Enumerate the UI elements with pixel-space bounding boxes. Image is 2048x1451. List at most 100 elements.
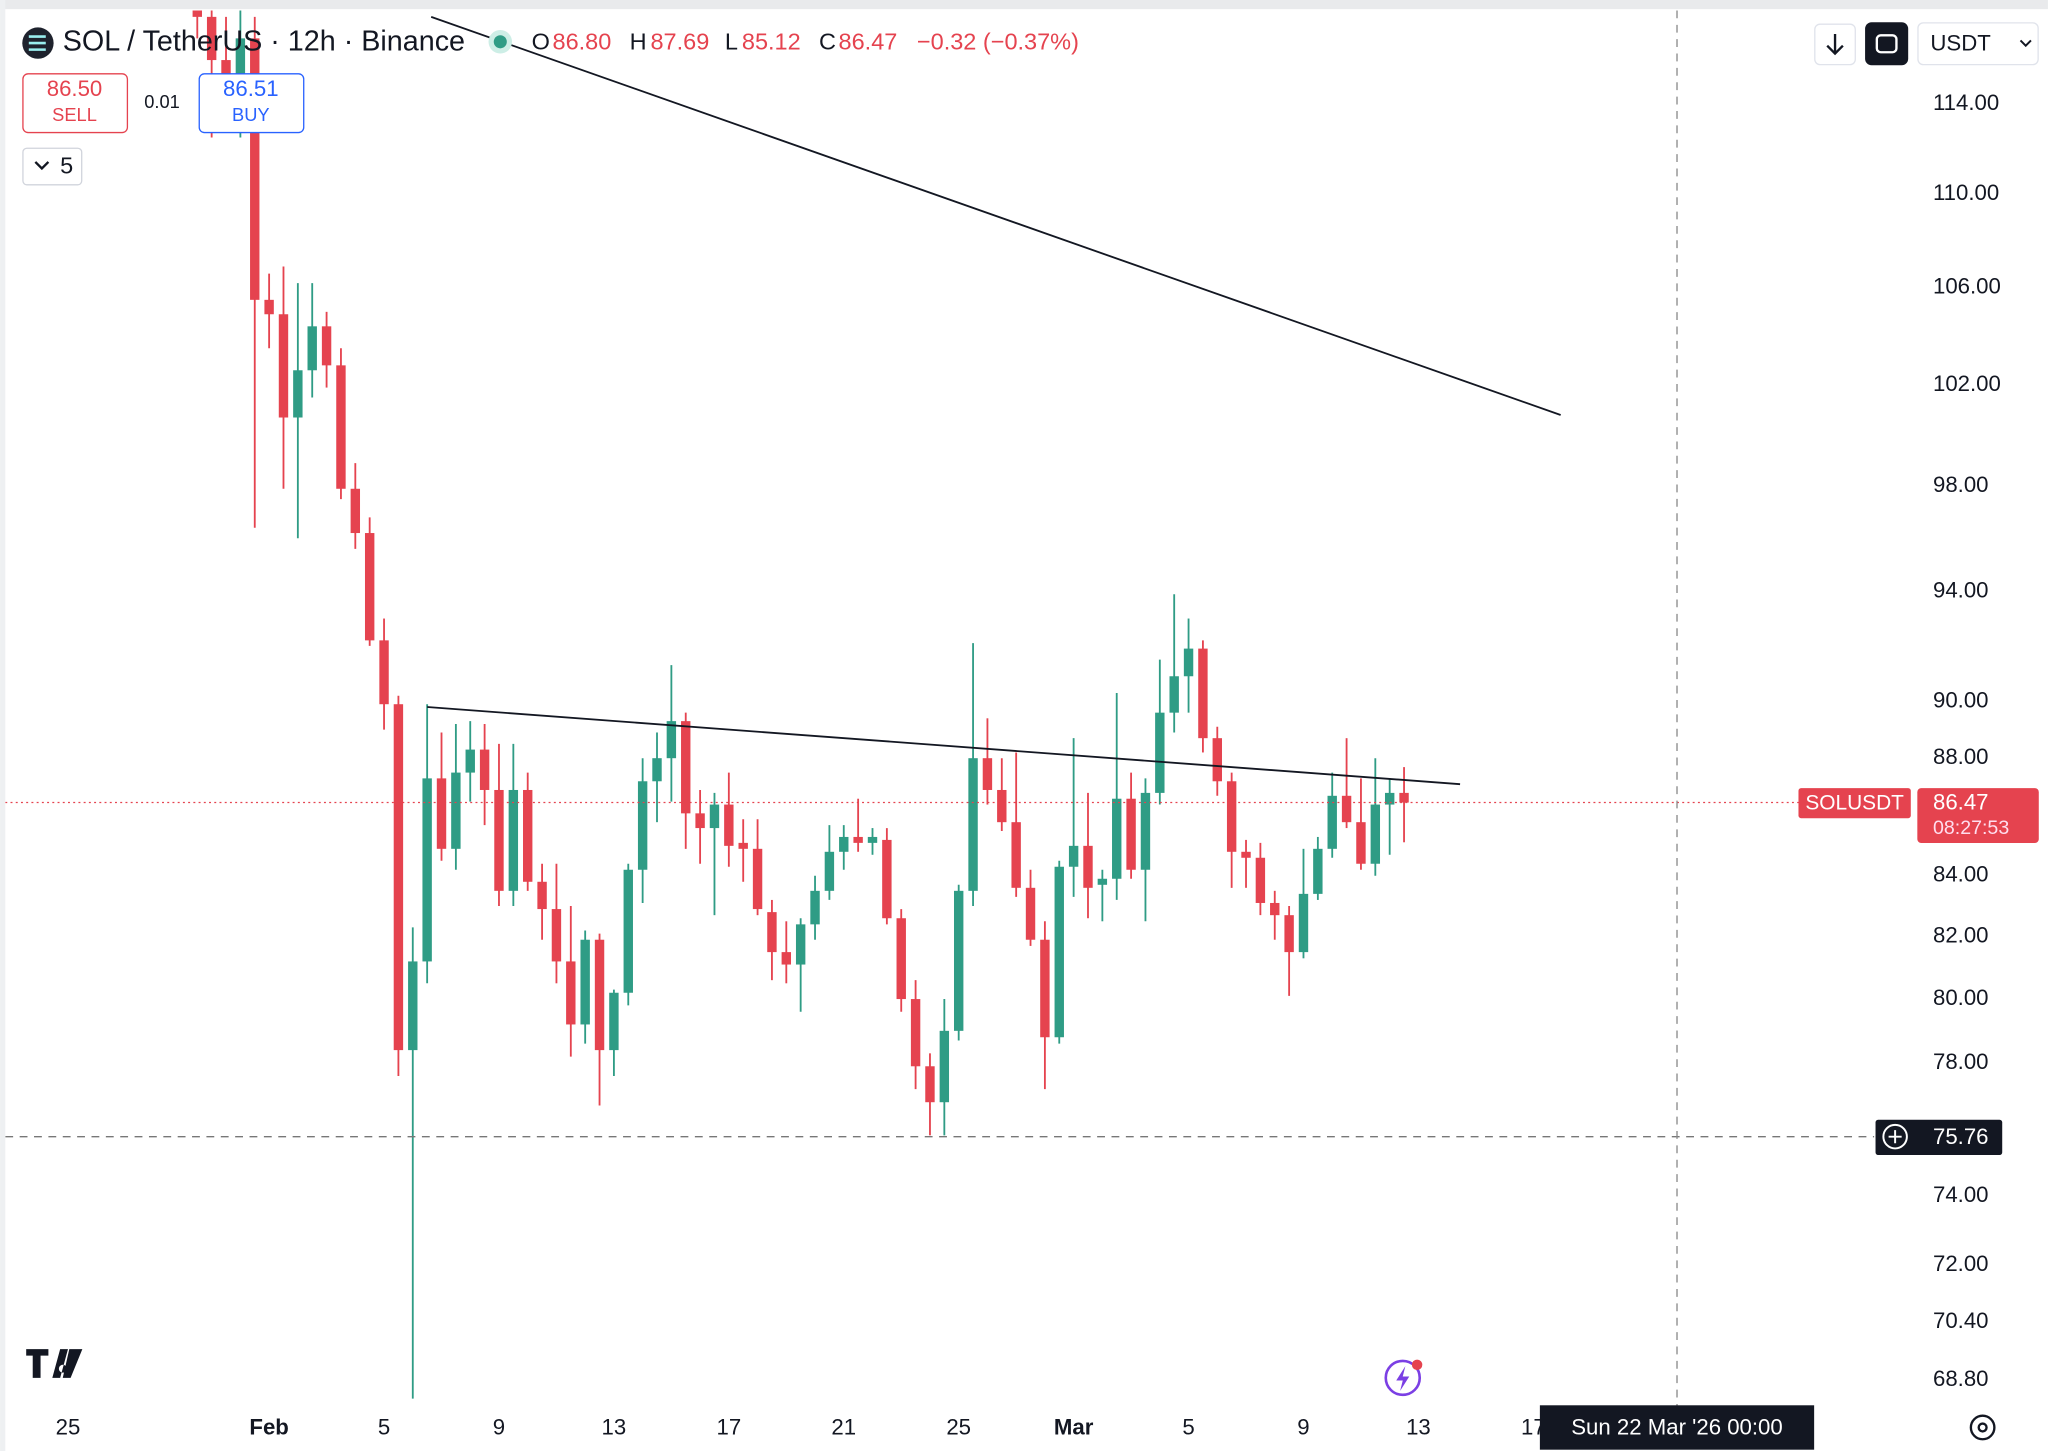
last-price-label: 86.47 [1933, 790, 1989, 815]
candle-body [1054, 866, 1064, 1038]
candle-body [264, 299, 274, 315]
candle-body [1126, 798, 1136, 870]
symbol-label: SOLUSDT [1805, 791, 1904, 814]
candle-body [1040, 939, 1050, 1038]
indicators-count[interactable]: 5 [60, 152, 73, 178]
badge[interactable] [1411, 1359, 1423, 1371]
buy-button[interactable]: 86.51 BUY [198, 73, 305, 134]
status-dot [493, 35, 507, 49]
candle-body [393, 704, 404, 1051]
candle-body [1097, 878, 1108, 885]
sell-button[interactable]: 86.50 SELL [22, 73, 129, 134]
x-tick-label: 25 [946, 1415, 971, 1440]
currency-select[interactable]: USDT [1917, 22, 2039, 66]
settings-button[interactable] [1969, 1414, 1996, 1441]
x-tick-label: 9 [493, 1415, 505, 1440]
button-box[interactable] [1865, 22, 1909, 66]
toggle-box[interactable] [22, 147, 83, 186]
select-box[interactable] [1917, 22, 2039, 66]
candle-body [982, 758, 993, 790]
buy-price[interactable]: 86.51 [223, 76, 279, 101]
candle-body [494, 789, 504, 891]
candle-body [882, 839, 892, 919]
candle-body [1155, 712, 1165, 793]
candle-body [637, 781, 648, 870]
crosshair-y-box [1875, 1119, 2003, 1155]
x-tick-label: Feb [249, 1415, 288, 1440]
candle-body [1356, 822, 1366, 864]
candle-body [1198, 648, 1208, 739]
x-tick-label: 5 [378, 1415, 390, 1440]
candle-body [1169, 676, 1179, 713]
buy-box[interactable] [198, 73, 305, 134]
chevron[interactable] [2019, 39, 2032, 48]
candle-body [709, 804, 720, 829]
x-tick-label: Mar [1054, 1415, 1094, 1440]
y-tick-label: 70.40 [1933, 1308, 1989, 1333]
ohlc-key: L [725, 28, 738, 54]
candle-body [1226, 781, 1237, 852]
candle-body [810, 890, 820, 925]
candle-body [293, 370, 303, 418]
gear-center[interactable] [1977, 1422, 1988, 1433]
icon-bolt[interactable] [1396, 1366, 1410, 1391]
candle-body [408, 961, 418, 1051]
indicators-toggle[interactable]: 5 [22, 147, 83, 186]
candle-body [1241, 851, 1251, 858]
y-tick-label: 90.00 [1933, 687, 1989, 712]
sell-price[interactable]: 86.50 [47, 76, 103, 101]
candle-body [580, 939, 590, 1025]
change: −0.32 (−0.37%) [917, 28, 1079, 54]
currency[interactable]: USDT [1930, 30, 1991, 55]
crosshair-x-box [1539, 1405, 1815, 1450]
y-tick-label: 114.00 [1933, 90, 1999, 115]
ohlc-value: 85.12 [742, 28, 801, 54]
x-tick-label: 5 [1182, 1415, 1194, 1440]
sell-label[interactable]: SELL [52, 104, 97, 125]
x-tick-label: 13 [1406, 1415, 1431, 1440]
add-icon-plus [1888, 1130, 1902, 1144]
candle-body [824, 851, 835, 891]
candle-body [479, 749, 490, 790]
candle-body [795, 924, 806, 965]
logo[interactable] [26, 1349, 68, 1378]
gear[interactable] [1969, 1414, 1996, 1441]
x-tick-label: 17 [716, 1415, 741, 1440]
candle-body [1025, 887, 1036, 940]
candle-body [1068, 845, 1079, 867]
candle-body [666, 721, 677, 759]
x-tick-label: 25 [56, 1415, 81, 1440]
candle-body [781, 952, 792, 965]
candle-body [451, 772, 461, 849]
ohlc-legend: O 86.80 H 87.69 L 85.12 C 86.47 −0.32 (−… [532, 28, 1079, 54]
icon-ring[interactable] [1384, 1359, 1422, 1397]
chevron[interactable] [34, 161, 50, 171]
sell-box[interactable] [22, 73, 129, 134]
lightning-button[interactable] [1384, 1359, 1423, 1397]
candle-body [939, 1030, 950, 1103]
candle-body [609, 992, 619, 1051]
icon[interactable] [1875, 34, 1898, 54]
y-tick-label: 84.00 [1933, 862, 1989, 887]
ohlc-key: H [630, 28, 647, 54]
logo-mark [28, 35, 46, 51]
left-border [0, 0, 6, 1451]
candle-body [594, 939, 605, 1051]
candle-body [336, 365, 346, 489]
candle-body [896, 918, 906, 1000]
y-tick-label: 78.00 [1933, 1049, 1989, 1074]
buy-label[interactable]: BUY [232, 104, 270, 125]
y-tick-label: 110.00 [1933, 180, 1999, 205]
chart-title: SOL / TetherUS · 12h · Binance [63, 26, 465, 58]
ohlc-key: C [819, 28, 836, 54]
y-tick-label: 102.00 [1933, 371, 2001, 396]
down-arrow[interactable] [1826, 33, 1844, 56]
candle-body [652, 758, 662, 782]
replay-button[interactable] [1865, 22, 1909, 66]
candle-body [321, 326, 332, 366]
y-tick-label: 74.00 [1933, 1182, 1989, 1207]
download-button[interactable] [1814, 23, 1856, 66]
candle-body [307, 326, 317, 371]
